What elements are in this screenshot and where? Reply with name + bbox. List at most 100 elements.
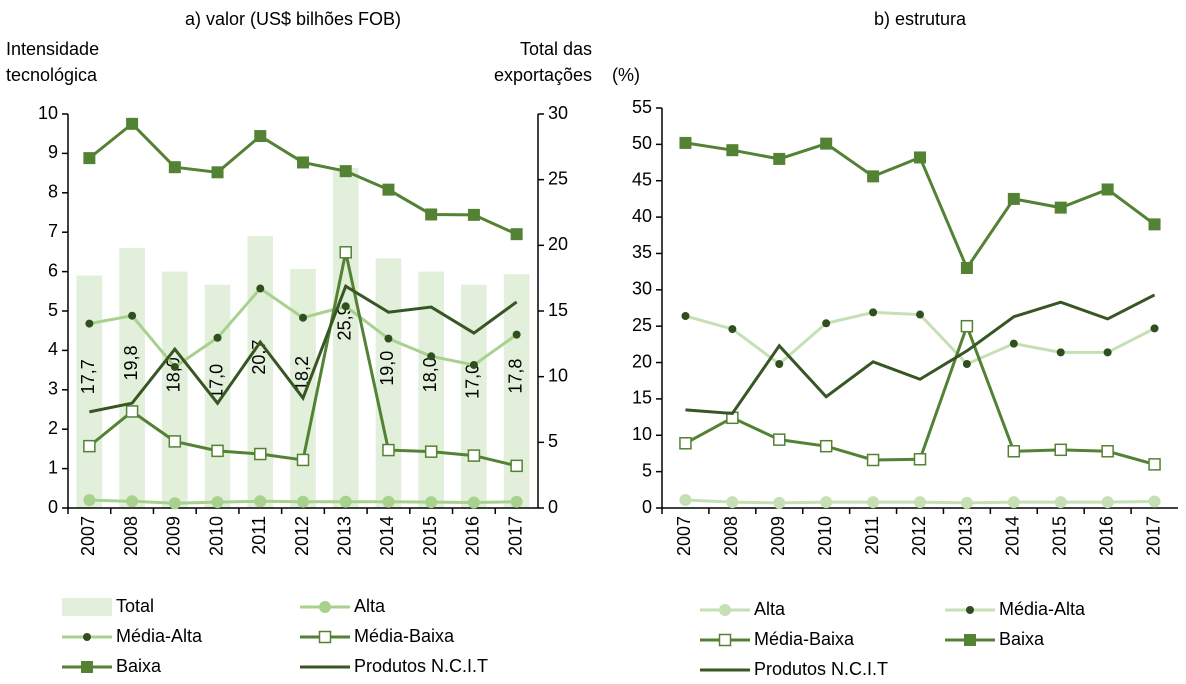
marker [960, 262, 973, 274]
x-tick-label: 2016 [1096, 516, 1116, 556]
bar-value-label: 17,0 [463, 364, 483, 399]
bar-value-label: 19,0 [377, 351, 397, 386]
x-tick-label: 2009 [768, 516, 788, 556]
x-tick-label: 2012 [909, 516, 929, 556]
marker [211, 444, 224, 458]
x-tick-label: 2016 [463, 516, 483, 556]
chart-title: a) valor (US$ bilhões FOB) [185, 9, 401, 29]
marker [299, 313, 307, 322]
x-tick-label: 2011 [862, 516, 882, 555]
y-tick-label: 25 [632, 315, 652, 335]
legend-marker [719, 604, 731, 616]
marker [679, 494, 692, 506]
bar-value-label: 19,8 [121, 345, 141, 380]
marker [1056, 348, 1065, 357]
marker [125, 405, 139, 418]
marker [467, 496, 480, 509]
marker [867, 170, 880, 183]
y-tick-label: 30 [632, 279, 652, 299]
x-tick-label: 2017 [505, 516, 525, 556]
legend-label: Produtos N.C.I.T [754, 659, 888, 679]
legend-label: Média-Baixa [754, 629, 855, 649]
y-tick-label: 3 [48, 379, 58, 399]
y-axis-label: tecnológica [6, 65, 98, 85]
marker [168, 497, 181, 510]
y-tick-label: 9 [48, 142, 58, 162]
marker [384, 334, 393, 343]
y-tick-label: 1 [48, 457, 58, 477]
marker [960, 319, 974, 333]
marker [382, 183, 395, 196]
marker [914, 151, 926, 164]
marker [1148, 458, 1161, 471]
legend-marker [83, 633, 91, 641]
marker [425, 208, 438, 221]
series-line [88, 121, 518, 236]
marker [256, 284, 265, 293]
marker [1054, 201, 1067, 214]
legend-label: Média-Alta [999, 599, 1086, 619]
marker [681, 312, 690, 320]
marker [1101, 445, 1114, 458]
y-tick-label: 20 [632, 351, 652, 371]
legend-label: Média-Alta [116, 626, 203, 646]
legend-marker [318, 630, 332, 644]
y-tick-label: 7 [48, 221, 58, 241]
legend-label: Baixa [999, 629, 1045, 649]
marker [726, 496, 739, 509]
marker [128, 311, 137, 320]
marker [425, 496, 438, 509]
x-tick-label: 2010 [206, 516, 226, 556]
x-tick-label: 2014 [1003, 516, 1023, 556]
marker [820, 137, 833, 150]
x-tick-label: 2008 [721, 516, 741, 556]
y-tick-label: 40 [632, 206, 652, 226]
marker [168, 161, 181, 174]
marker [213, 333, 222, 342]
bar-value-label: 17,8 [505, 359, 525, 394]
marker [773, 496, 786, 509]
legend-marker [319, 601, 331, 613]
legend-marker [964, 634, 976, 646]
marker [1148, 218, 1161, 231]
legend-label: Baixa [116, 656, 162, 676]
bar [76, 275, 103, 508]
y2-axis-label: exportações [494, 65, 592, 85]
bar [247, 236, 274, 508]
marker [211, 496, 224, 509]
marker [916, 310, 924, 319]
y-tick-label: 50 [632, 133, 652, 153]
legend-label: Média-Baixa [354, 626, 455, 646]
marker [467, 208, 480, 221]
marker [83, 494, 96, 507]
y-tick-label: 6 [48, 260, 58, 280]
marker [126, 117, 139, 130]
marker [962, 360, 971, 368]
legend-marker [718, 633, 732, 647]
bar [461, 284, 487, 508]
marker [510, 459, 523, 473]
legend-label: Alta [354, 596, 386, 616]
marker [83, 439, 96, 453]
marker [1054, 496, 1067, 509]
legend-label: Produtos N.C.I.T [354, 656, 488, 676]
marker [467, 449, 481, 462]
marker [85, 319, 94, 328]
x-tick-label: 2009 [164, 516, 184, 556]
x-tick-label: 2007 [674, 516, 694, 556]
marker [339, 165, 352, 178]
marker [297, 156, 309, 169]
series-line [685, 310, 1156, 366]
marker [211, 166, 224, 179]
marker [510, 228, 523, 241]
y-tick-label: 0 [48, 497, 58, 517]
legend-label: Total [116, 596, 154, 616]
bar [375, 258, 402, 508]
marker [168, 435, 182, 448]
marker [775, 360, 784, 368]
marker [679, 437, 692, 450]
y2-tick-label: 30 [548, 103, 568, 123]
marker [469, 360, 478, 369]
y-tick-label: 10 [632, 424, 652, 444]
